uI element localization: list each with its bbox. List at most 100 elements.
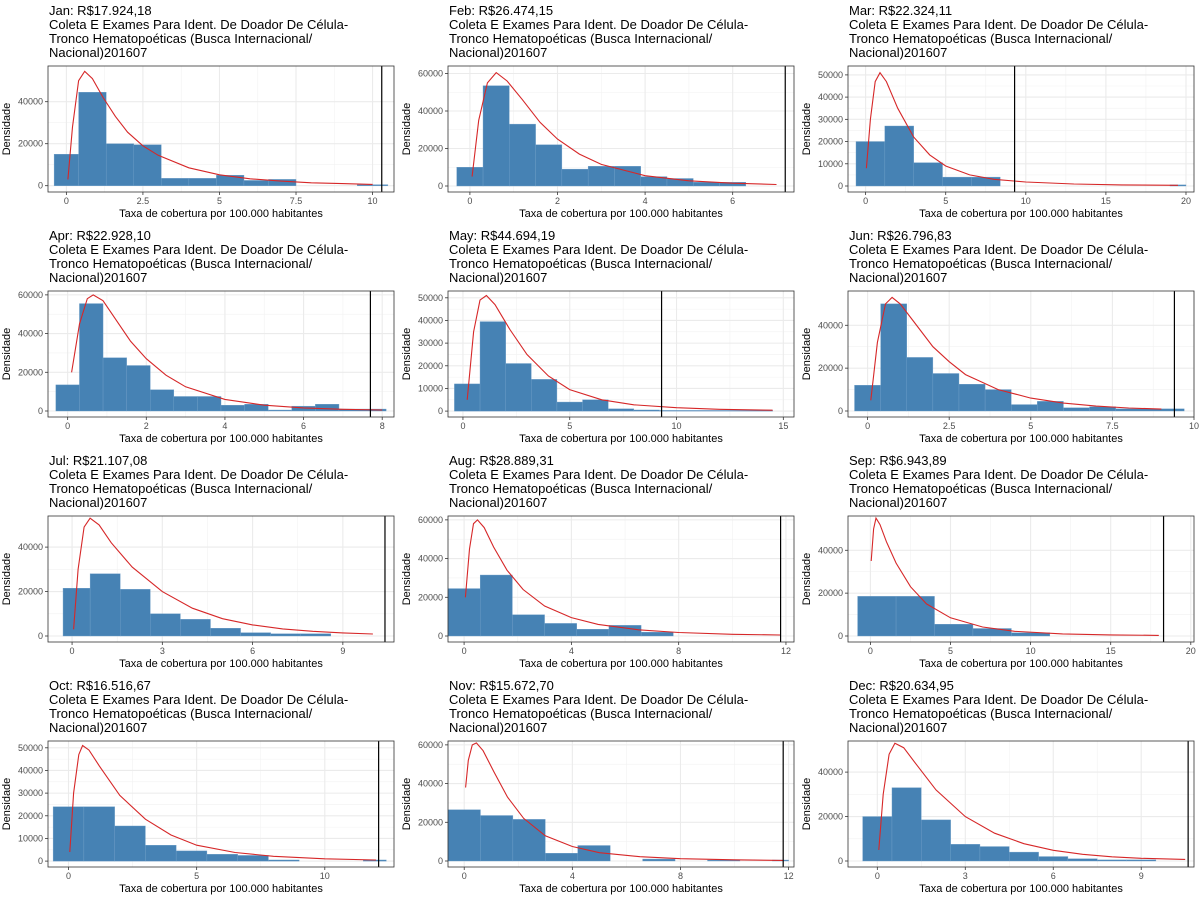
histogram-bar bbox=[102, 357, 127, 412]
y-tick-label: 50000 bbox=[418, 293, 443, 303]
x-tick-label: 9 bbox=[1139, 871, 1144, 881]
density-curve bbox=[471, 71, 777, 186]
histogram-bar bbox=[479, 321, 506, 412]
y-tick-label: 40000 bbox=[818, 320, 843, 330]
x-tick-label: 10 bbox=[672, 421, 682, 431]
histogram-bar bbox=[958, 384, 986, 412]
x-tick-label: 0 bbox=[462, 646, 467, 656]
y-tick-label: 60000 bbox=[418, 515, 443, 525]
x-tick-label: 15 bbox=[778, 421, 788, 431]
histogram-bar bbox=[576, 629, 610, 637]
facet-title-line: Coleta E Exames Para Ident. De Doador De… bbox=[49, 467, 348, 482]
histogram-bar bbox=[175, 850, 208, 862]
histogram-bar bbox=[921, 819, 951, 862]
x-tick-label: 7.5 bbox=[1106, 421, 1119, 431]
histogram-bar bbox=[1009, 851, 1039, 862]
x-tick-label: 2 bbox=[555, 196, 560, 206]
x-tick-label: 10 bbox=[368, 196, 378, 206]
histogram-bar bbox=[270, 633, 301, 637]
x-axis-title: Taxa de cobertura por 100.000 habitantes bbox=[919, 208, 1123, 220]
histogram-bar bbox=[932, 373, 960, 412]
histogram-bar bbox=[1126, 859, 1157, 862]
y-tick-label: 40000 bbox=[18, 329, 43, 339]
histogram-bar bbox=[633, 409, 660, 412]
density-curve bbox=[465, 742, 784, 861]
y-tick-label: 20000 bbox=[418, 361, 443, 371]
x-tick-label: 20 bbox=[1181, 196, 1191, 206]
panel-border bbox=[47, 515, 395, 643]
histogram-bar bbox=[180, 619, 211, 637]
y-axis-title: Densidade bbox=[801, 103, 813, 156]
y-axis-title: Densidade bbox=[801, 553, 813, 606]
facet-title-line: Nacional)201607 bbox=[449, 720, 547, 735]
facet-panel: 0 2.5 5 7.5 10 0 20000 40000 Taxa de cobertura p… bbox=[801, 228, 1199, 445]
histogram-bar bbox=[640, 631, 674, 637]
facet-title: Oct: R$16.516,67 bbox=[49, 678, 151, 693]
histogram-bar bbox=[979, 846, 1010, 862]
x-axis-title: Taxa de cobertura por 100.000 habitantes bbox=[919, 433, 1123, 445]
x-tick-label: 5 bbox=[1028, 421, 1033, 431]
histogram-bar bbox=[512, 819, 546, 862]
facet-panel: 0 5 10 15 20 0 20000 40000 Taxa de cobertura por… bbox=[801, 453, 1196, 670]
facet-title-line: Coleta E Exames Para Ident. De Doador De… bbox=[849, 692, 1148, 707]
y-tick-label: 0 bbox=[38, 406, 43, 416]
density-curve bbox=[878, 742, 1186, 860]
y-axis-title: Densidade bbox=[801, 328, 813, 381]
panel-border bbox=[847, 290, 1195, 418]
y-tick-label: 0 bbox=[38, 181, 43, 191]
histogram-bar bbox=[607, 408, 635, 412]
histogram-bar bbox=[1063, 407, 1090, 412]
x-tick-label: 15 bbox=[1106, 646, 1116, 656]
histogram-bar bbox=[582, 399, 609, 412]
facet-panel: 0 5 10 0 10000 20000 30000 40000 50000 Taxa de co… bbox=[1, 678, 395, 895]
facet-panel: 0 5 10 15 20 0 10000 20000 30000 40000 50000 Taxa d… bbox=[801, 3, 1195, 220]
histogram-bar bbox=[161, 178, 190, 186]
facet-title-line: Nacional)201607 bbox=[49, 45, 147, 60]
x-tick-label: 5 bbox=[948, 646, 953, 656]
histogram-bar bbox=[243, 180, 269, 186]
y-tick-label: 10000 bbox=[818, 159, 843, 169]
y-tick-label: 40000 bbox=[818, 545, 843, 555]
histogram-bar bbox=[150, 389, 175, 412]
histogram-bar bbox=[447, 588, 481, 637]
facet-title-line: Tronco Hematopoéticas (Busca Internacion… bbox=[49, 256, 313, 271]
facet-title-line: Tronco Hematopoéticas (Busca Internacion… bbox=[849, 481, 1113, 496]
histogram-bar bbox=[315, 404, 340, 412]
facet-title-line: Tronco Hematopoéticas (Busca Internacion… bbox=[49, 31, 313, 46]
x-axis-title: Taxa de cobertura por 100.000 habitantes bbox=[519, 658, 723, 670]
histogram-bar bbox=[150, 613, 181, 637]
panel-border bbox=[447, 290, 795, 418]
histogram-bar bbox=[55, 384, 80, 412]
y-axis-title: Densidade bbox=[401, 328, 413, 381]
panel-border bbox=[847, 515, 1195, 643]
y-tick-label: 20000 bbox=[18, 811, 43, 821]
histogram-bar bbox=[267, 409, 292, 412]
x-axis-title: Taxa de cobertura por 100.000 habitantes bbox=[919, 658, 1123, 670]
panel-border bbox=[47, 65, 395, 193]
facet-title: Jul: R$21.107,08 bbox=[49, 453, 147, 468]
y-tick-label: 0 bbox=[438, 406, 443, 416]
histogram-bar bbox=[659, 410, 773, 412]
x-axis-title: Taxa de cobertura por 100.000 habitantes bbox=[119, 433, 323, 445]
y-tick-label: 0 bbox=[838, 631, 843, 641]
x-tick-label: 0 bbox=[64, 196, 69, 206]
histogram-bar bbox=[545, 853, 578, 862]
x-tick-label: 8 bbox=[380, 421, 385, 431]
histogram-bar bbox=[642, 858, 676, 862]
x-tick-label: 9 bbox=[340, 646, 345, 656]
y-tick-label: 40000 bbox=[818, 767, 843, 777]
histogram-bar bbox=[480, 815, 514, 862]
facet-title-line: Coleta E Exames Para Ident. De Doador De… bbox=[49, 17, 348, 32]
density-curve bbox=[870, 516, 1159, 636]
facet-title-line: Coleta E Exames Para Ident. De Doador De… bbox=[849, 467, 1148, 482]
facet-title-line: Coleta E Exames Para Ident. De Doador De… bbox=[849, 242, 1148, 257]
facet-title-line: Nacional)201607 bbox=[49, 270, 147, 285]
x-tick-label: 5 bbox=[567, 421, 572, 431]
y-axis-title: Densidade bbox=[1, 778, 13, 831]
y-tick-label: 30000 bbox=[18, 788, 43, 798]
y-tick-label: 20000 bbox=[18, 367, 43, 377]
x-axis-title: Taxa de cobertura por 100.000 habitantes bbox=[519, 883, 723, 895]
facet-panel: 0 3 6 9 0 20000 40000 Taxa de cobertura por 100… bbox=[1, 453, 395, 670]
facet-panel: 0 2 4 6 0 20000 40000 60000 Taxa de cobertura po… bbox=[401, 3, 795, 220]
